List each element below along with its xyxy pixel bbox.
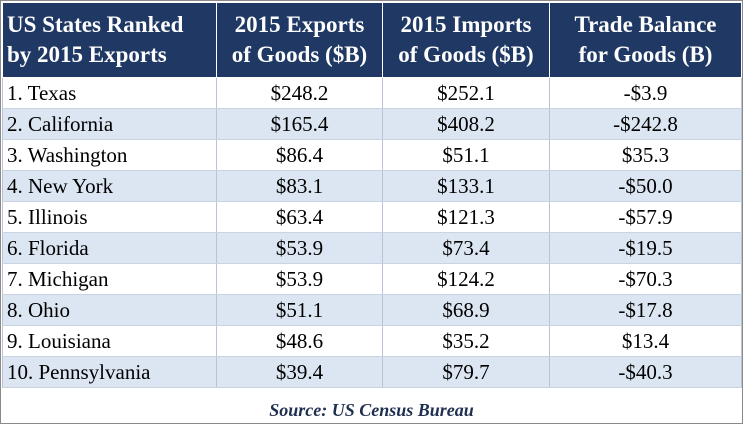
value-cell: -$3.9 [549, 77, 742, 109]
table-row: 3. Washington $86.4 $51.1 $35.3 [2, 139, 742, 171]
value-cell: $35.2 [382, 325, 550, 357]
value-cell: $408.2 [382, 108, 550, 140]
value-cell: $86.4 [216, 139, 383, 171]
value-cell: $68.9 [382, 294, 550, 326]
value-cell: $133.1 [382, 170, 550, 202]
value-cell: $48.6 [216, 325, 383, 357]
state-cell: 3. Washington [2, 139, 217, 171]
value-cell: $165.4 [216, 108, 383, 140]
value-cell: $35.3 [549, 139, 742, 171]
value-cell: $79.7 [382, 356, 550, 388]
value-cell: $73.4 [382, 232, 550, 264]
column-header-line: of Goods ($B) [398, 42, 534, 67]
value-cell: $252.1 [382, 77, 550, 109]
value-cell: -$50.0 [549, 170, 742, 202]
table-row: 8. Ohio $51.1 $68.9 -$17.8 [2, 294, 742, 326]
value-cell: $124.2 [382, 263, 550, 295]
value-cell: -$70.3 [549, 263, 742, 295]
value-cell: $39.4 [216, 356, 383, 388]
value-cell: $83.1 [216, 170, 383, 202]
column-header-2: 2015 Imports of Goods ($B) [382, 2, 550, 78]
column-header-line: Trade Balance [574, 12, 717, 37]
value-cell: $53.9 [216, 232, 383, 264]
header-row: US States Ranked by 2015 Exports 2015 Expo… [2, 2, 742, 78]
column-header-0: US States Ranked by 2015 Exports [2, 2, 217, 78]
value-cell: $121.3 [382, 201, 550, 233]
table-row: 7. Michigan $53.9 $124.2 -$70.3 [2, 263, 742, 295]
table-row: 2. California $165.4 $408.2 -$242.8 [2, 108, 742, 140]
table-row: 6. Florida $53.9 $73.4 -$19.5 [2, 232, 742, 264]
state-cell: 6. Florida [2, 232, 217, 264]
state-cell: 8. Ohio [2, 294, 217, 326]
table-row: 5. Illinois $63.4 $121.3 -$57.9 [2, 201, 742, 233]
value-cell: -$242.8 [549, 108, 742, 140]
state-cell: 10. Pennsylvania [2, 356, 217, 388]
state-cell: 5. Illinois [2, 201, 217, 233]
column-header-1: 2015 Exports of Goods ($B) [216, 2, 383, 78]
column-header-line: of Goods ($B) [231, 42, 368, 67]
table-body: 1. Texas $248.2 $252.1 -$3.9 2. California $1… [2, 77, 742, 388]
state-cell: 4. New York [2, 170, 217, 202]
value-cell: -$57.9 [549, 201, 742, 233]
state-cell: 9. Louisiana [2, 325, 217, 357]
table-row: 9. Louisiana $48.6 $35.2 $13.4 [2, 325, 742, 357]
table-row: 4. New York $83.1 $133.1 -$50.0 [2, 170, 742, 202]
exports-table: US States Ranked by 2015 Exports 2015 Expo… [2, 2, 742, 388]
state-cell: 7. Michigan [2, 263, 217, 295]
value-cell: $51.1 [382, 139, 550, 171]
state-cell: 1. Texas [2, 77, 217, 109]
value-cell: $248.2 [216, 77, 383, 109]
value-cell: -$19.5 [549, 232, 742, 264]
value-cell: $63.4 [216, 201, 383, 233]
column-header-3: Trade Balance for Goods (B) [549, 2, 742, 78]
table-row: 1. Texas $248.2 $252.1 -$3.9 [2, 77, 742, 109]
column-header-line: for Goods (B) [578, 42, 713, 67]
value-cell: $51.1 [216, 294, 383, 326]
value-cell: -$40.3 [549, 356, 742, 388]
column-header-line: 2015 Imports [400, 12, 532, 37]
state-cell: 2. California [2, 108, 217, 140]
column-header-line: by 2015 Exports [7, 42, 167, 67]
column-header-line: US States Ranked [7, 12, 184, 37]
value-cell: -$17.8 [549, 294, 742, 326]
value-cell: $53.9 [216, 263, 383, 295]
table-row: 10. Pennsylvania $39.4 $79.7 -$40.3 [2, 356, 742, 388]
value-cell: $13.4 [549, 325, 742, 357]
source-note: Source: US Census Bureau [269, 400, 474, 420]
column-header-line: 2015 Exports [234, 12, 365, 37]
